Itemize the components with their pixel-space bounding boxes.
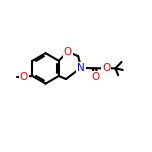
Text: O: O — [64, 47, 72, 57]
Text: O: O — [102, 63, 110, 73]
Text: O: O — [19, 72, 28, 82]
Text: N: N — [77, 63, 85, 73]
Text: O: O — [91, 72, 99, 82]
